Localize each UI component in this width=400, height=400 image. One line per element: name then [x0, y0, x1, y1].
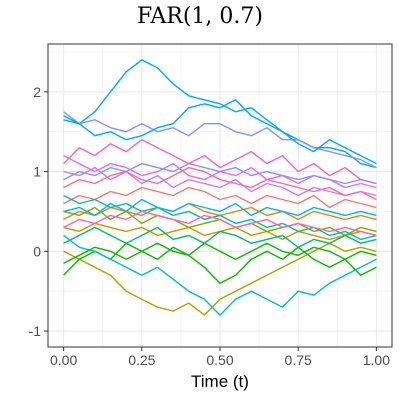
y-tick-label: 2 — [33, 84, 41, 100]
y-tick-label: 1 — [33, 164, 41, 180]
x-tick-label: 0.00 — [50, 352, 77, 368]
series-line-1 — [63, 59, 377, 169]
x-tick-label: 0.25 — [128, 352, 155, 368]
x-tick-label: 0.75 — [285, 352, 312, 368]
series-line-14 — [63, 226, 377, 248]
x-axis-label: Time (t) — [191, 372, 249, 391]
chart-title: FAR(1, 0.7) — [137, 4, 263, 29]
series-line-19 — [63, 210, 377, 237]
x-tick-label: 1.00 — [363, 352, 390, 368]
series-line-16 — [63, 234, 377, 316]
series-line-4 — [63, 139, 377, 185]
series-line-17 — [63, 198, 377, 217]
series-line-8 — [63, 186, 377, 209]
series-line-18 — [63, 162, 377, 185]
y-tick-label: 0 — [33, 243, 41, 259]
x-tick-label: 0.50 — [206, 352, 233, 368]
series-line-6 — [63, 166, 377, 197]
series-line-12 — [63, 242, 377, 316]
series-line-3 — [63, 99, 377, 165]
series-line-7 — [63, 166, 377, 201]
series-line-20 — [63, 242, 377, 264]
y-tick-label: -1 — [29, 323, 42, 339]
series-line-2 — [63, 111, 377, 169]
